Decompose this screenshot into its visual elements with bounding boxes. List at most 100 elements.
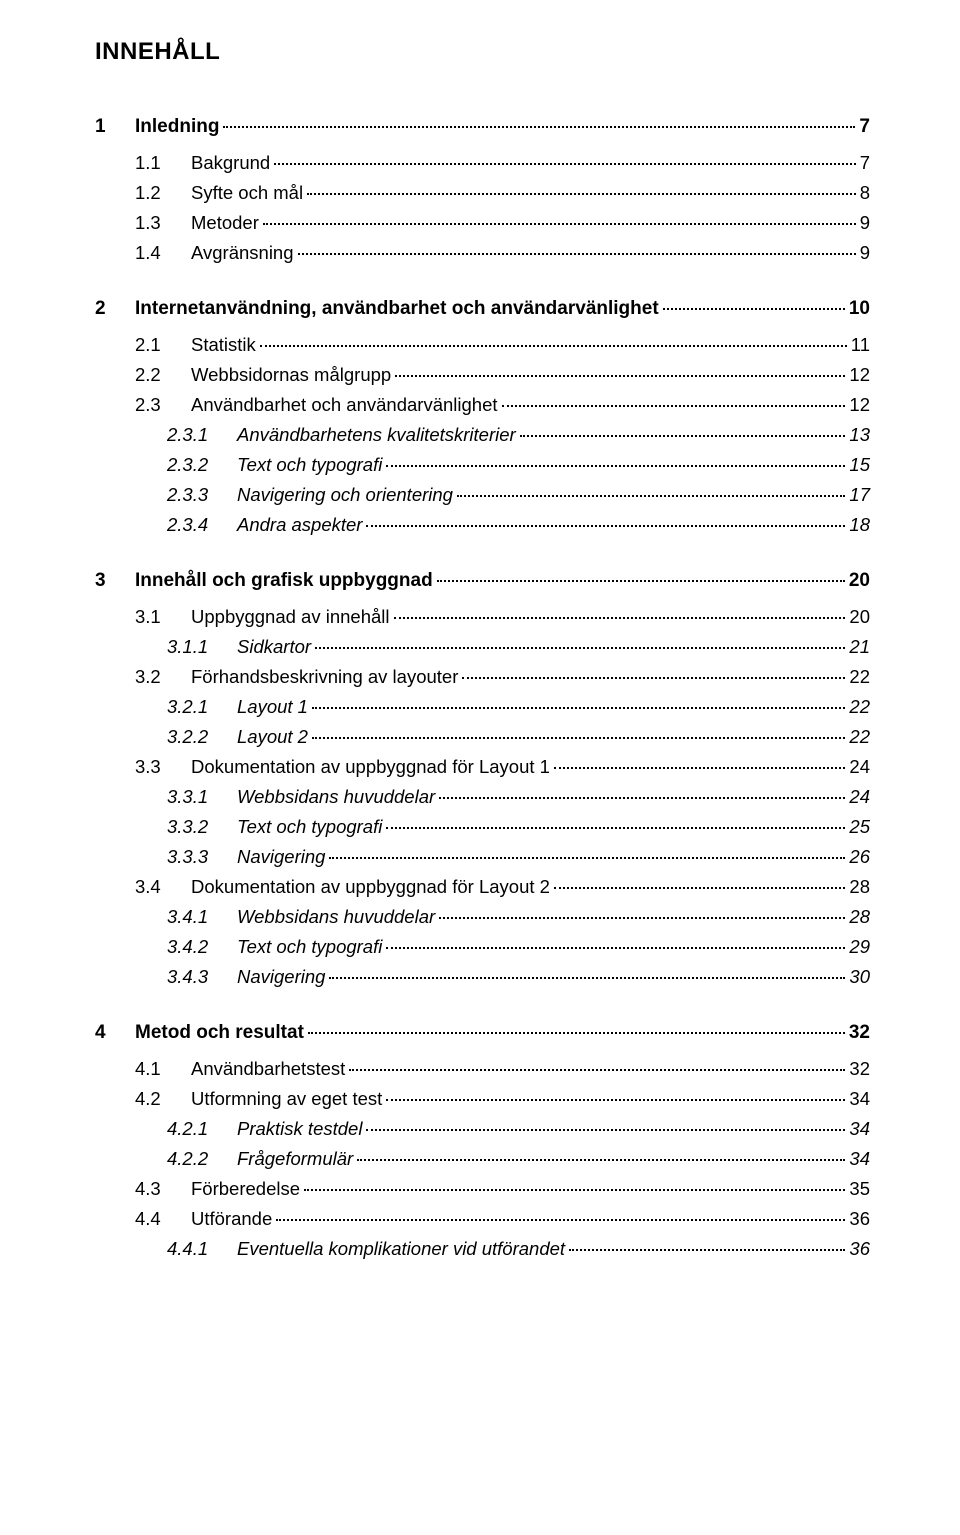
toc-entry: 3.1Uppbyggnad av innehåll 20: [95, 606, 870, 628]
toc-entry-label: Navigering och orientering: [237, 484, 453, 506]
toc-leader-dots: [260, 345, 847, 347]
toc-entry-page: 10: [849, 298, 870, 320]
toc-entry-number: 2.3.2: [167, 454, 237, 476]
toc-entry-page: 24: [849, 786, 870, 808]
toc-entry-page: 28: [849, 876, 870, 898]
toc-entry-number: 2.1: [135, 334, 191, 356]
toc-entry-number: 3.3.2: [167, 816, 237, 838]
toc-entry-page: 18: [849, 514, 870, 536]
toc-leader-dots: [315, 647, 845, 649]
toc-entry-label: Dokumentation av uppbyggnad för Layout 1: [191, 756, 550, 778]
toc-entry-number: 3.2.1: [167, 696, 237, 718]
toc-entry-number: 4.2.1: [167, 1118, 237, 1140]
toc-entry-label: Sidkartor: [237, 636, 311, 658]
toc-entry: 2.3Användbarhet och användarvänlighet 12: [95, 394, 870, 416]
toc-entry: 1Inledning7: [95, 116, 870, 138]
toc-entry: 4.3Förberedelse 35: [95, 1178, 870, 1200]
toc-entry-label: Syfte och mål: [191, 182, 303, 204]
toc-leader-dots: [304, 1189, 845, 1191]
toc-entry-number: 3.3.1: [167, 786, 237, 808]
toc-entry-label: Utförande: [191, 1208, 272, 1230]
toc-entry-label: Webbsidans huvuddelar: [237, 786, 435, 808]
toc-entry: 1.4Avgränsning 9: [95, 242, 870, 264]
toc-entry-number: 4.3: [135, 1178, 191, 1200]
toc-entry-page: 8: [860, 182, 870, 204]
toc-entry-number: 2.2: [135, 364, 191, 386]
toc-entry-page: 15: [849, 454, 870, 476]
toc-entry-label: Andra aspekter: [237, 514, 362, 536]
toc-entry-label: Inledning: [135, 116, 219, 138]
toc-entry-page: 34: [849, 1118, 870, 1140]
toc-entry-page: 34: [849, 1088, 870, 1110]
toc-entry-label: Webbsidornas målgrupp: [191, 364, 391, 386]
toc-entry-page: 9: [860, 242, 870, 264]
page-container: INNEHÅLL 1Inledning71.1Bakgrund71.2Syfte…: [0, 0, 960, 1328]
toc-entry-page: 12: [849, 394, 870, 416]
toc-entry-page: 35: [849, 1178, 870, 1200]
toc-entry-number: 1.1: [135, 152, 191, 174]
toc-leader-dots: [349, 1069, 845, 1071]
toc-entry-label: Metod och resultat: [135, 1022, 304, 1044]
toc-entry: 2.1Statistik11: [95, 334, 870, 356]
toc-entry-number: 3.2.2: [167, 726, 237, 748]
toc-title: INNEHÅLL: [95, 38, 870, 66]
toc-entry-label: Layout 2: [237, 726, 308, 748]
toc-leader-dots: [520, 435, 846, 437]
toc-entry-number: 2: [95, 298, 135, 320]
toc-entry: 3.4.1Webbsidans huvuddelar28: [95, 906, 870, 928]
toc-leader-dots: [312, 737, 845, 739]
toc-entry-number: 1.3: [135, 212, 191, 234]
toc-entry-label: Praktisk testdel: [237, 1118, 362, 1140]
toc-entry-number: 3.2: [135, 666, 191, 688]
toc-leader-dots: [357, 1159, 845, 1161]
toc-leader-dots: [457, 495, 845, 497]
toc-entry-page: 22: [849, 666, 870, 688]
toc-entry-page: 9: [860, 212, 870, 234]
toc-entry-number: 1.4: [135, 242, 191, 264]
toc-entry-label: Frågeformulär: [237, 1148, 353, 1170]
toc-entry-label: Webbsidans huvuddelar: [237, 906, 435, 928]
toc-leader-dots: [223, 126, 855, 128]
toc-entry-number: 3.3.3: [167, 846, 237, 868]
toc-entry: 3.2.2Layout 2 22: [95, 726, 870, 748]
toc-entry-page: 22: [849, 726, 870, 748]
toc-leader-dots: [462, 677, 845, 679]
toc-entry-label: Förberedelse: [191, 1178, 300, 1200]
toc-entry-number: 2.3.3: [167, 484, 237, 506]
toc-leader-dots: [554, 887, 845, 889]
toc-entry-label: Text och typografi: [237, 454, 382, 476]
toc-entry: 3.4Dokumentation av uppbyggnad för Layou…: [95, 876, 870, 898]
toc-leader-dots: [276, 1219, 845, 1221]
toc-entry-number: 4.2: [135, 1088, 191, 1110]
toc-entry-label: Avgränsning: [191, 242, 294, 264]
toc-entry: 2.3.2Text och typografi 15: [95, 454, 870, 476]
toc-entry-number: 1: [95, 116, 135, 138]
toc-entry-number: 2.3.4: [167, 514, 237, 536]
toc-entry-page: 36: [849, 1208, 870, 1230]
toc-entry: 2.3.4Andra aspekter 18: [95, 514, 870, 536]
toc-entry: 1.1Bakgrund7: [95, 152, 870, 174]
toc-entry: 3.1.1Sidkartor21: [95, 636, 870, 658]
toc-entry-number: 2.3: [135, 394, 191, 416]
toc-entry-number: 3.4.3: [167, 966, 237, 988]
toc-entry-label: Navigering: [237, 966, 325, 988]
toc-entry-label: Text och typografi: [237, 816, 382, 838]
toc-entry-label: Navigering: [237, 846, 325, 868]
toc-entry: 3.3.2Text och typografi25: [95, 816, 870, 838]
toc-entry-page: 32: [849, 1058, 870, 1080]
toc-leader-dots: [437, 580, 845, 582]
toc-entry-page: 32: [849, 1022, 870, 1044]
toc-leader-dots: [386, 827, 845, 829]
toc-entry-label: Förhandsbeskrivning av layouter: [191, 666, 458, 688]
toc-leader-dots: [554, 767, 845, 769]
toc-entry: 2Internetanvändning, användbarhet och an…: [95, 298, 870, 320]
toc-entry-page: 7: [860, 152, 870, 174]
toc-entry-number: 3.4.2: [167, 936, 237, 958]
toc-entry-page: 20: [849, 606, 870, 628]
toc-entry-page: 21: [849, 636, 870, 658]
toc-entry-number: 3.1: [135, 606, 191, 628]
toc-entry: 3.4.2Text och typografi29: [95, 936, 870, 958]
toc-leader-dots: [502, 405, 846, 407]
toc-entry-label: Användbarhet och användarvänlighet: [191, 394, 498, 416]
toc-entry-label: Uppbyggnad av innehåll: [191, 606, 390, 628]
